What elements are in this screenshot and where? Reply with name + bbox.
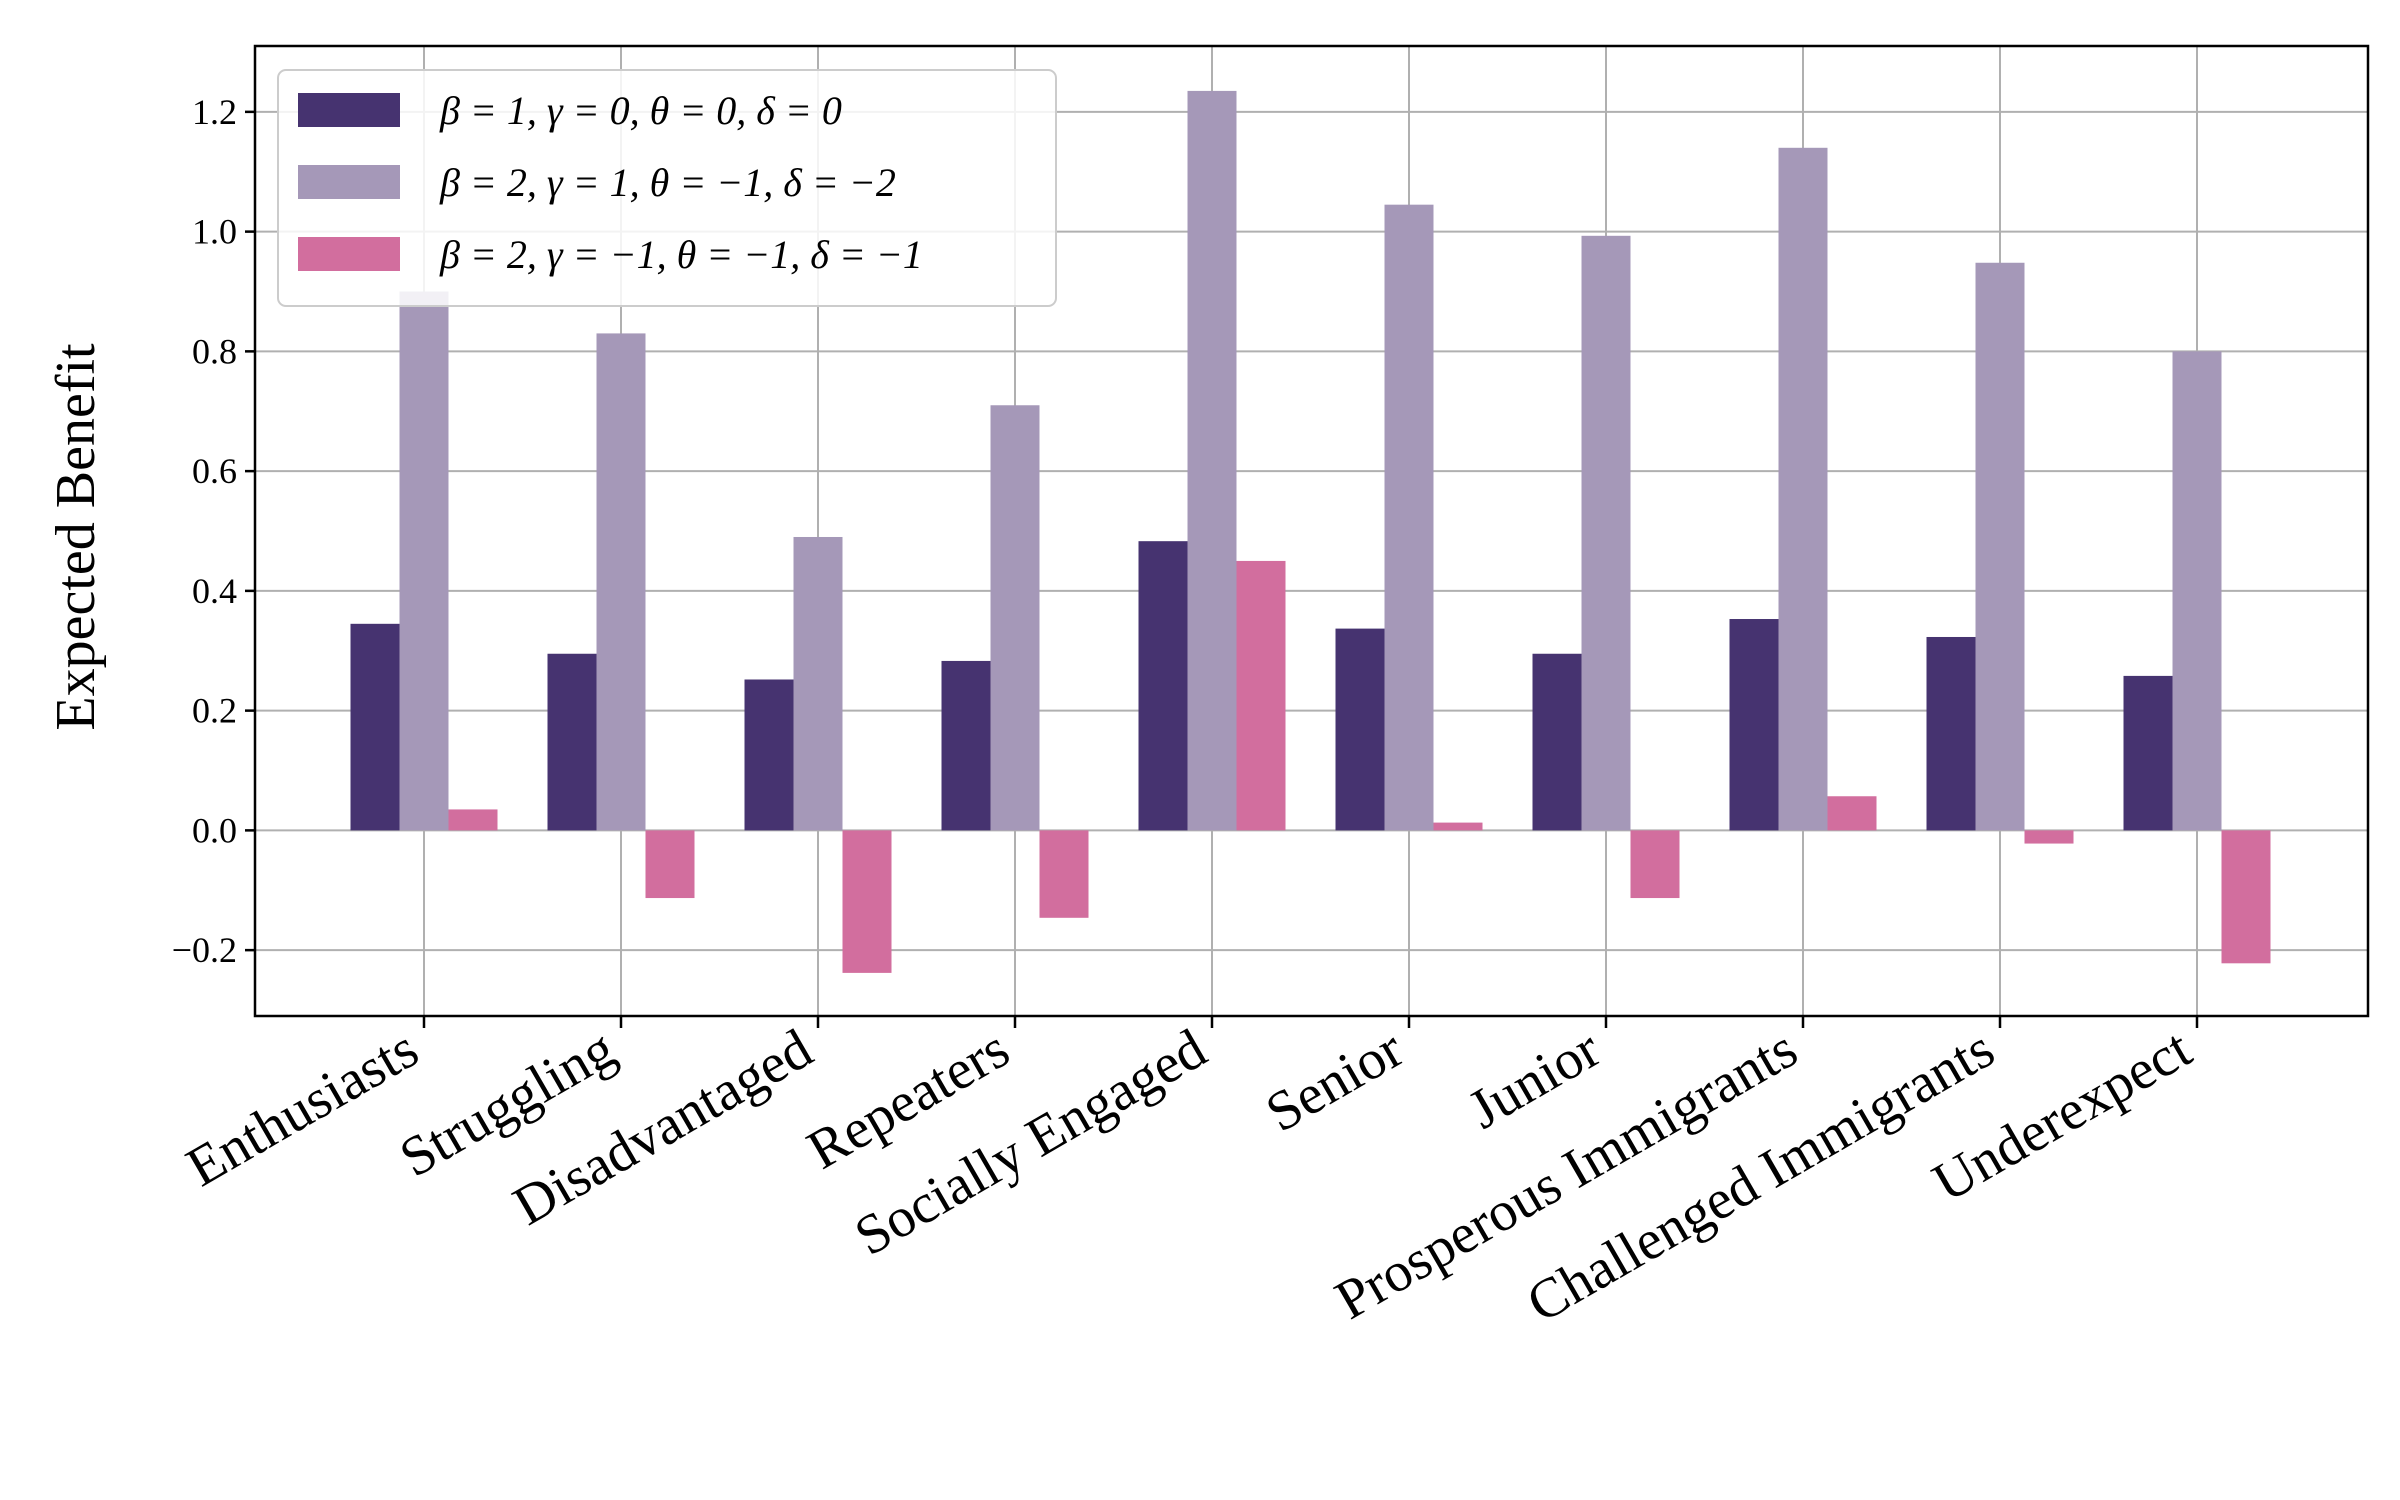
bar-series-1	[1532, 653, 1582, 831]
plot-frame	[253, 44, 2370, 1018]
bar-series-1	[1926, 636, 1976, 831]
bar-series-3	[1433, 822, 1483, 831]
legend-swatch	[298, 237, 400, 271]
bar-series-1	[1335, 628, 1385, 831]
bar-series-2	[1187, 90, 1237, 831]
bar-series-1	[2123, 675, 2173, 831]
y-tick-label: 0.0	[192, 810, 237, 850]
y-axis-ticks: −0.2 0.0 0.2 0.4 0.6 0.8 1.0 1.2	[172, 92, 255, 970]
y-tick-label: 1.0	[192, 212, 237, 252]
bar-series-3	[1236, 560, 1286, 831]
bar-series-1	[547, 653, 597, 831]
y-axis-title: Expected Benefit	[45, 343, 107, 731]
bar-series-2	[1975, 262, 2025, 831]
legend-label: β = 2, γ = −1, θ = −1, δ = −1	[439, 232, 923, 277]
bar-series-2	[1384, 204, 1434, 831]
bar-series-3	[448, 809, 498, 831]
bar-series-2	[399, 291, 449, 831]
bar-series-3	[645, 830, 695, 899]
legend: β = 1, γ = 0, θ = 0, δ = 0 β = 2, γ = 1, …	[277, 69, 1057, 307]
bar-series-1	[941, 660, 991, 831]
legend-box	[277, 69, 1057, 307]
bar-series-2	[793, 536, 843, 831]
bars	[350, 90, 2271, 973]
bar-series-1	[1729, 619, 1779, 831]
bar-series-2	[596, 333, 646, 831]
legend-label: β = 2, γ = 1, θ = −1, δ = −2	[439, 160, 896, 205]
legend-swatch	[298, 165, 400, 199]
y-tick-label: 0.6	[192, 451, 237, 491]
y-tick-label: 0.4	[192, 571, 237, 611]
legend-swatch	[298, 93, 400, 127]
bar-series-3	[1630, 830, 1680, 899]
bar-series-2	[2172, 351, 2222, 831]
bar-series-1	[744, 679, 794, 831]
bar-series-1	[350, 623, 400, 831]
y-tick-label: −0.2	[172, 930, 237, 970]
bar-series-3	[1039, 830, 1089, 918]
bar-series-2	[1778, 147, 1828, 831]
bar-series-3	[2221, 830, 2271, 964]
legend-label: β = 1, γ = 0, θ = 0, δ = 0	[439, 88, 842, 133]
bar-series-3	[842, 830, 892, 973]
bar-series-2	[1581, 235, 1631, 831]
bar-series-3	[2024, 830, 2074, 844]
y-tick-label: 0.8	[192, 331, 237, 371]
bar-series-1	[1138, 541, 1188, 831]
y-tick-label: 1.2	[192, 92, 237, 132]
bar-series-3	[1827, 796, 1877, 831]
y-tick-label: 0.2	[192, 691, 237, 731]
bar-series-2	[990, 405, 1040, 831]
